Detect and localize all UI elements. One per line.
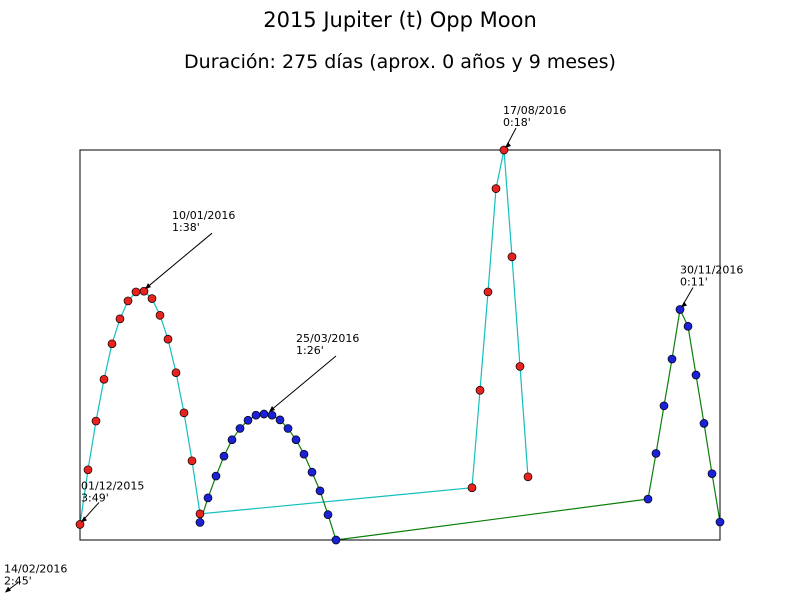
data-point-1-9 bbox=[267, 410, 277, 420]
data-point-1-12 bbox=[291, 435, 301, 445]
data-point-1-26 bbox=[707, 469, 717, 479]
chart-title: 2015 Jupiter (t) Opp Moon bbox=[263, 8, 537, 32]
annotation-date-3: 25/03/2016 bbox=[296, 332, 359, 345]
data-point-0-3 bbox=[99, 374, 109, 384]
data-point-0-2 bbox=[91, 416, 101, 426]
data-point-0-14 bbox=[187, 456, 197, 466]
data-point-1-13 bbox=[299, 449, 309, 459]
data-point-1-27 bbox=[715, 517, 725, 527]
data-point-1-19 bbox=[651, 449, 661, 458]
annotation-arrowhead-4 bbox=[505, 142, 511, 148]
annotation-arrow-3 bbox=[269, 355, 337, 412]
data-point-0-20 bbox=[499, 145, 509, 155]
annotation-value-5: 0:11' bbox=[680, 276, 708, 289]
series-line-0 bbox=[79, 149, 529, 525]
data-point-1-5 bbox=[235, 424, 245, 433]
series-line-1 bbox=[199, 307, 721, 541]
data-point-1-8 bbox=[259, 409, 269, 419]
data-point-1-0 bbox=[195, 518, 205, 527]
data-point-1-20 bbox=[659, 401, 669, 411]
data-point-0-9 bbox=[147, 294, 157, 303]
annotation-value-0: 3:49' bbox=[81, 491, 109, 504]
data-point-0-6 bbox=[123, 296, 133, 306]
data-point-1-18 bbox=[643, 494, 653, 504]
annotation-value-2: 2:45' bbox=[4, 575, 32, 588]
data-point-0-8 bbox=[139, 286, 149, 296]
data-point-1-6 bbox=[243, 415, 253, 425]
annotation-arrowhead-2 bbox=[5, 586, 11, 593]
annotation-arrow-1 bbox=[145, 232, 213, 289]
data-point-0-21 bbox=[507, 252, 517, 262]
data-point-1-2 bbox=[211, 471, 221, 481]
annotation-arrowhead-0 bbox=[81, 516, 87, 523]
data-point-0-16 bbox=[467, 483, 477, 493]
annotation-value-4: 0:18' bbox=[503, 116, 531, 129]
annotation-arrowhead-1 bbox=[145, 283, 151, 290]
data-point-1-14 bbox=[307, 467, 317, 477]
data-point-0-0 bbox=[75, 520, 85, 529]
data-point-0-7 bbox=[131, 287, 141, 297]
annotation-date-4: 17/08/2016 bbox=[503, 104, 566, 117]
data-point-0-12 bbox=[171, 368, 181, 378]
data-point-1-3 bbox=[219, 451, 229, 461]
data-point-1-23 bbox=[683, 321, 693, 331]
data-point-1-25 bbox=[699, 419, 709, 428]
data-point-1-17 bbox=[331, 535, 341, 545]
data-point-1-1 bbox=[203, 493, 213, 503]
data-point-0-18 bbox=[483, 287, 493, 297]
annotation-arrowhead-5 bbox=[681, 301, 687, 308]
annotation-date-5: 30/11/2016 bbox=[680, 264, 743, 277]
data-point-1-7 bbox=[251, 410, 261, 420]
series-markers bbox=[75, 145, 725, 545]
data-point-0-19 bbox=[491, 184, 501, 193]
data-point-0-22 bbox=[515, 362, 525, 371]
data-point-1-11 bbox=[283, 424, 293, 433]
data-point-0-13 bbox=[179, 408, 189, 418]
chart-subtitle: Duración: 275 días (aprox. 0 años y 9 me… bbox=[184, 51, 616, 73]
plot-frame bbox=[79, 149, 721, 541]
data-point-0-15 bbox=[195, 509, 205, 519]
data-point-1-22 bbox=[675, 305, 685, 314]
annotation-date-2: 14/02/2016 bbox=[4, 563, 67, 576]
data-point-0-11 bbox=[163, 334, 173, 344]
data-point-0-4 bbox=[107, 339, 117, 349]
data-point-1-16 bbox=[323, 510, 333, 520]
series-lines bbox=[79, 149, 721, 541]
data-point-0-1 bbox=[83, 465, 93, 475]
data-point-0-23 bbox=[523, 472, 533, 482]
data-point-1-10 bbox=[275, 415, 285, 425]
data-point-0-17 bbox=[475, 385, 485, 395]
annotation-value-1: 1:38' bbox=[172, 221, 200, 234]
annotation-arrowhead-3 bbox=[269, 406, 275, 413]
data-point-1-4 bbox=[227, 435, 237, 445]
annotation-value-3: 1:26' bbox=[296, 344, 324, 357]
data-point-1-24 bbox=[691, 370, 701, 380]
data-point-1-21 bbox=[667, 354, 677, 364]
data-point-0-5 bbox=[115, 314, 125, 324]
annotation-date-1: 10/01/2016 bbox=[172, 209, 235, 222]
annotation-date-0: 01/12/2015 bbox=[81, 479, 144, 492]
data-point-1-15 bbox=[315, 486, 325, 496]
data-point-0-10 bbox=[155, 311, 165, 320]
